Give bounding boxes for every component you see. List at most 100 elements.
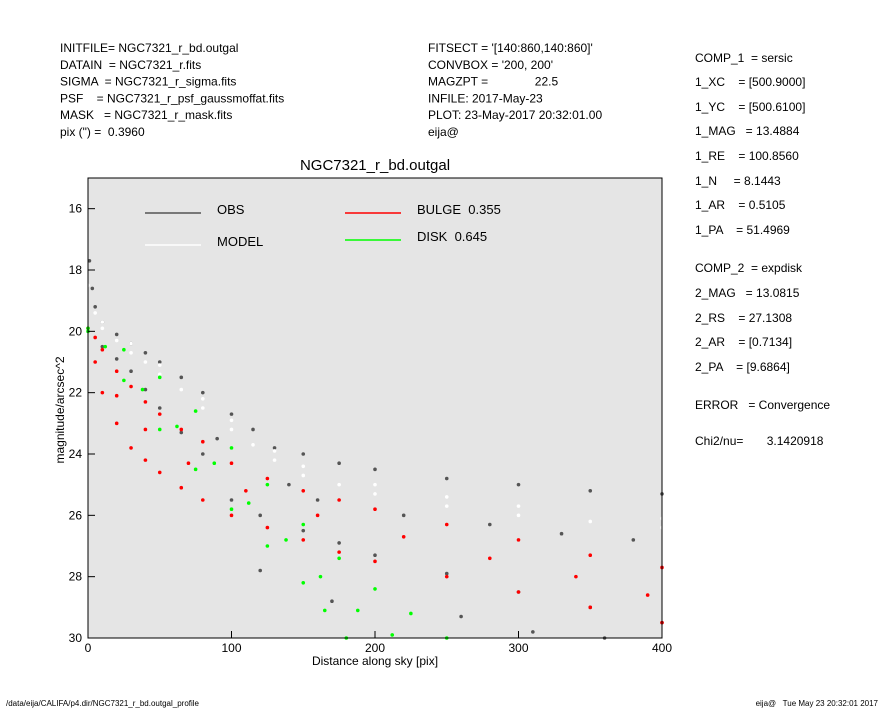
data-point: [284, 538, 288, 542]
data-point: [373, 559, 377, 564]
data-point: [588, 489, 593, 493]
data-point: [265, 544, 270, 548]
data-point: [516, 482, 521, 487]
data-point: [409, 611, 413, 616]
fit-parameter: 1_YC = [500.6100]: [695, 100, 805, 114]
data-point: [559, 531, 564, 536]
data-point: [373, 553, 377, 557]
data-point: [157, 375, 162, 380]
data-point: [114, 332, 119, 337]
data-point: [373, 587, 377, 591]
info-middle: INFILE: 2017-May-23: [428, 91, 543, 105]
data-point: [246, 501, 251, 505]
data-point: [100, 390, 105, 395]
data-point: [229, 461, 234, 466]
data-point: [100, 344, 105, 349]
data-point: [129, 446, 133, 450]
data-point: [157, 372, 162, 377]
data-point: [122, 347, 126, 352]
data-point: [516, 590, 521, 594]
data-point: [301, 464, 306, 469]
data-point: [272, 446, 277, 450]
footer-stamp: eija@ Tue May 23 20:32:01 2017: [756, 699, 879, 708]
data-point: [488, 556, 492, 561]
legend-label: OBS: [217, 202, 245, 217]
data-point: [444, 476, 449, 481]
data-point: [322, 608, 327, 613]
data-point: [193, 467, 198, 472]
info-left: DATAIN = NGC7321_r.fits: [60, 58, 201, 72]
data-point: [301, 528, 306, 533]
data-point: [265, 525, 270, 530]
x-axis-label: Distance along sky [pix]: [312, 654, 438, 668]
info-left: INITFILE= NGC7321_r_bd.outgal: [60, 41, 238, 55]
data-point: [143, 400, 148, 404]
data-point: [100, 347, 105, 352]
data-point: [337, 482, 341, 487]
data-point: [444, 571, 449, 576]
data-point: [531, 630, 535, 634]
data-point: [301, 538, 306, 542]
legend-label: MODEL: [217, 234, 263, 249]
data-point: [143, 360, 148, 364]
data-point: [129, 384, 133, 389]
data-point: [373, 507, 377, 512]
data-point: [93, 311, 97, 315]
x-tick-label: 300: [508, 641, 528, 655]
data-point: [516, 504, 521, 508]
footer-path: /data/eija/CALIFA/p4.dir/NGC7321_r_bd.ou…: [6, 699, 200, 708]
data-point: [229, 412, 234, 416]
data-point: [179, 375, 184, 380]
data-point: [229, 513, 234, 518]
info-middle: MAGZPT = 22.5: [428, 75, 558, 89]
data-point: [258, 513, 263, 518]
data-point: [315, 498, 320, 502]
data-point: [157, 412, 162, 416]
info-middle: eija@: [428, 125, 459, 139]
data-point: [100, 326, 105, 331]
data-point: [301, 581, 306, 585]
data-point: [201, 439, 205, 444]
data-point: [179, 387, 184, 392]
data-point: [193, 409, 198, 413]
data-point: [129, 351, 133, 355]
data-point: [201, 390, 205, 395]
data-point: [143, 351, 148, 355]
data-point: [301, 489, 306, 493]
fit-parameter: 1_PA = 51.4969: [695, 223, 790, 237]
data-point: [337, 556, 341, 561]
data-point: [337, 498, 341, 502]
data-point: [337, 461, 341, 466]
data-point: [201, 397, 205, 401]
data-point: [229, 446, 234, 450]
data-point: [301, 473, 306, 478]
data-point: [287, 482, 291, 487]
data-point: [373, 492, 377, 496]
data-point: [212, 461, 217, 466]
data-point: [175, 424, 179, 429]
data-point: [129, 369, 133, 374]
data-point: [114, 357, 119, 361]
data-point: [114, 338, 119, 343]
data-point: [631, 538, 636, 542]
data-point: [143, 387, 148, 392]
data-point: [516, 513, 521, 518]
data-point: [251, 443, 255, 447]
data-point: [315, 513, 320, 518]
data-point: [301, 452, 306, 456]
y-tick-label: 30: [69, 631, 83, 645]
data-point: [588, 553, 593, 557]
data-point: [157, 363, 162, 367]
fit-parameter: 2_AR = [0.7134]: [695, 335, 792, 349]
y-axis-label: magnitude/arcsec^2: [53, 356, 67, 463]
plot-area: [88, 178, 662, 638]
fit-parameter: COMP_1 = sersic: [695, 51, 793, 65]
y-tick-label: 26: [69, 508, 83, 522]
data-point: [93, 360, 97, 364]
legend-label: BULGE 0.355: [417, 202, 501, 217]
data-point: [100, 320, 105, 324]
legend-label: DISK 0.645: [417, 229, 487, 244]
data-point: [588, 519, 593, 524]
data-point: [516, 538, 521, 542]
data-point: [201, 406, 205, 410]
